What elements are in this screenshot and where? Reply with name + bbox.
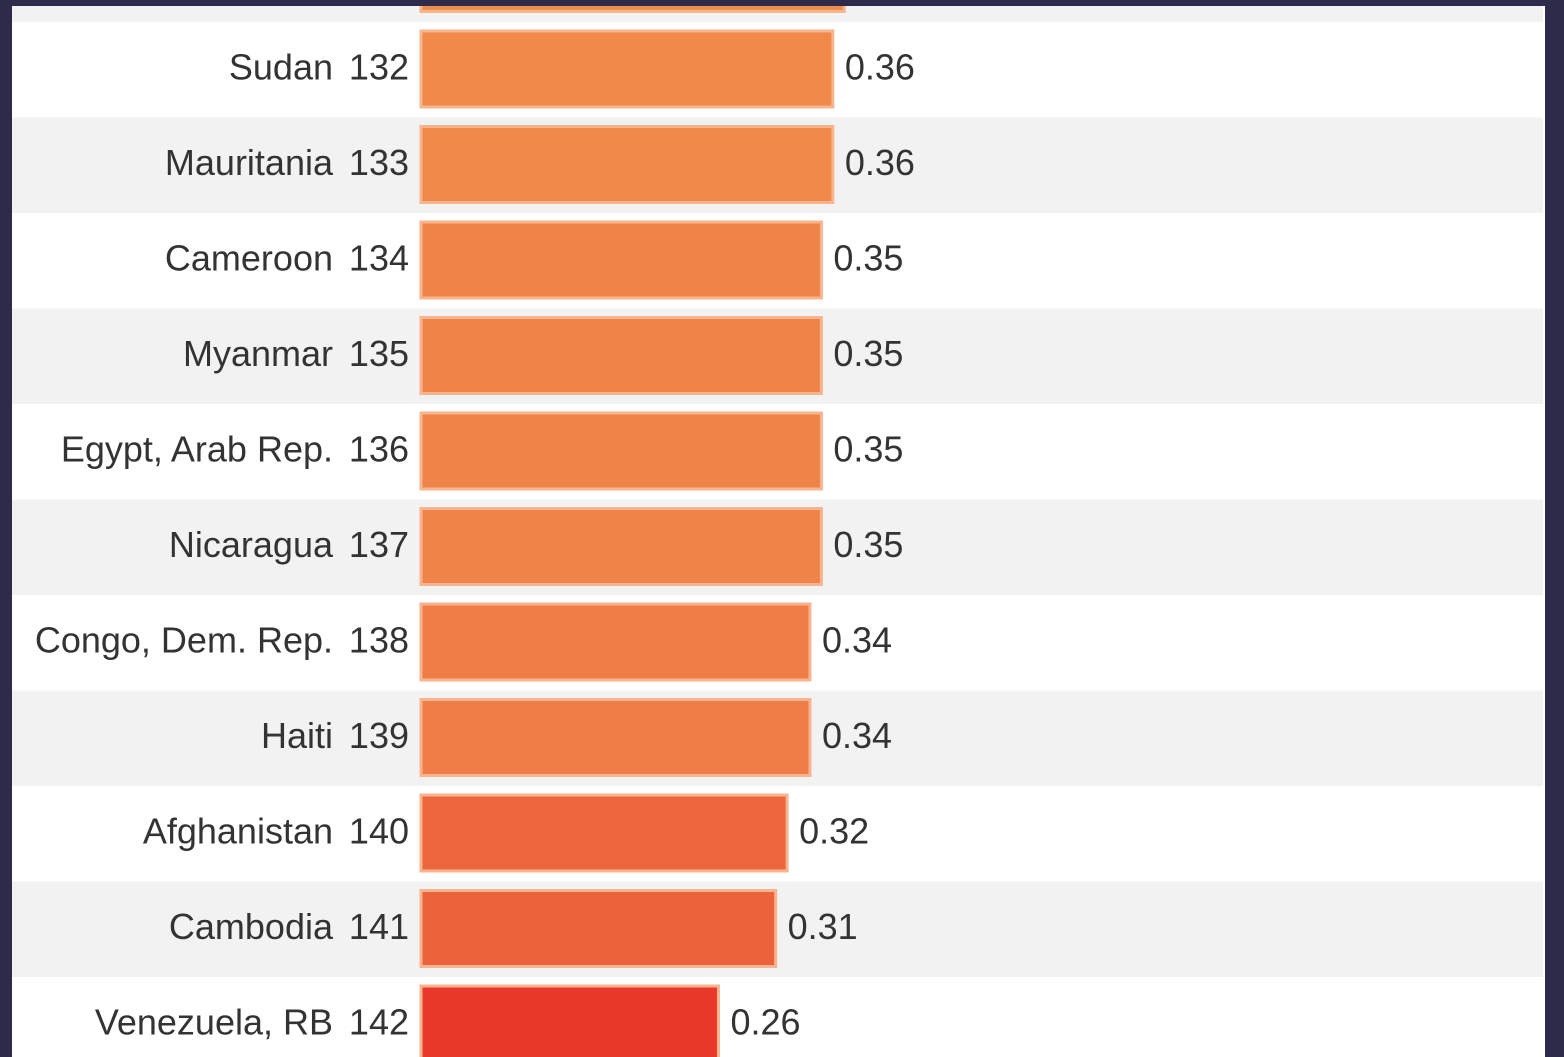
- rank-label: 133: [349, 142, 409, 183]
- rank-label: 138: [349, 620, 409, 661]
- bar: [419, 220, 823, 300]
- rank-label: 142: [349, 1002, 409, 1043]
- rank-label: 137: [349, 524, 409, 565]
- category-label: Venezuela, RB: [95, 1002, 333, 1043]
- bar: [419, 507, 823, 586]
- category-label: Haiti: [261, 715, 333, 756]
- category-label: Mauritania: [165, 142, 334, 183]
- bar: [419, 29, 835, 109]
- frame-left: [0, 0, 12, 1057]
- rows: 0.370.36Sudan1320.36Mauritania1330.35Cam…: [12, 0, 1543, 1057]
- value-label: 0.35: [833, 429, 903, 470]
- frame-right: [1545, 0, 1564, 1057]
- value-label: 0.32: [799, 811, 869, 852]
- rank-label: 132: [349, 47, 409, 88]
- category-label: Nicaragua: [169, 524, 334, 565]
- value-label: 0.26: [730, 1002, 800, 1043]
- bar: [419, 698, 812, 777]
- bar: [419, 984, 720, 1057]
- rank-label: 140: [349, 811, 409, 852]
- rank-label: 139: [349, 715, 409, 756]
- value-label: 0.35: [833, 333, 903, 374]
- category-label: Congo, Dem. Rep.: [35, 620, 333, 661]
- bar: [419, 889, 778, 968]
- value-label: 0.34: [822, 620, 892, 661]
- row-band: [12, 881, 1543, 977]
- rank-label: 135: [349, 333, 409, 374]
- value-label: 0.31: [788, 906, 858, 947]
- rank-label: 134: [349, 238, 409, 279]
- rank-label: 136: [349, 429, 409, 470]
- category-label: Myanmar: [183, 333, 333, 374]
- value-label: 0.36: [845, 142, 915, 183]
- bar: [419, 125, 835, 204]
- frame-top: [0, 0, 1564, 6]
- bar: [419, 793, 789, 873]
- value-label: 0.35: [833, 524, 903, 565]
- category-label: Cambodia: [169, 906, 334, 947]
- value-label: 0.34: [822, 715, 892, 756]
- bar: [419, 411, 823, 491]
- category-label: Sudan: [229, 47, 333, 88]
- category-label: Cameroon: [165, 238, 333, 279]
- bar: [419, 316, 823, 395]
- value-label: 0.36: [845, 47, 915, 88]
- category-label: Egypt, Arab Rep.: [61, 429, 333, 470]
- value-label: 0.35: [833, 238, 903, 279]
- rank-label: 141: [349, 906, 409, 947]
- bar: [419, 602, 812, 682]
- category-label: Afghanistan: [143, 811, 333, 852]
